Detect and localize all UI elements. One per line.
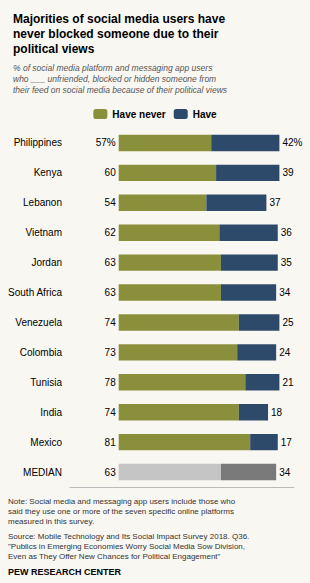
- svg-text:81: 81: [105, 437, 117, 448]
- svg-text:who ___ unfriended, blocked or: who ___ unfriended, blocked or hidden so…: [13, 74, 216, 84]
- svg-text:17: 17: [281, 437, 293, 448]
- svg-text:60: 60: [105, 167, 117, 178]
- svg-text:73: 73: [105, 347, 117, 358]
- svg-text:political views: political views: [13, 42, 95, 56]
- svg-text:Kenya: Kenya: [34, 167, 63, 178]
- svg-text:24: 24: [279, 347, 291, 358]
- svg-text:Venezuela: Venezuela: [15, 317, 62, 328]
- svg-text:Have never: Have never: [112, 109, 165, 120]
- svg-text:37: 37: [269, 197, 281, 208]
- svg-text:Even as They Offer New Chances: Even as They Offer New Chances for Polit…: [8, 552, 221, 561]
- svg-text:Tunisia: Tunisia: [30, 377, 62, 388]
- svg-text:Mexico: Mexico: [30, 437, 62, 448]
- svg-text:said they use one or more of t: said they use one or more of the seven s…: [8, 507, 234, 516]
- svg-text:Majorities of social media use: Majorities of social media users have: [13, 12, 225, 26]
- svg-text:63: 63: [105, 467, 117, 478]
- svg-text:34: 34: [279, 467, 291, 478]
- svg-text:% of social media platform and: % of social media platform and messaging…: [13, 63, 213, 73]
- svg-text:MEDIAN: MEDIAN: [23, 467, 62, 478]
- svg-text:36: 36: [281, 227, 293, 238]
- svg-text:Vietnam: Vietnam: [25, 227, 62, 238]
- svg-text:35: 35: [281, 257, 293, 268]
- svg-text:63: 63: [105, 287, 117, 298]
- svg-text:62: 62: [105, 227, 117, 238]
- svg-text:21: 21: [282, 377, 294, 388]
- svg-text:South Africa: South Africa: [8, 287, 62, 298]
- svg-text:PEW RESEARCH CENTER: PEW RESEARCH CENTER: [8, 567, 122, 577]
- svg-text:39: 39: [282, 167, 294, 178]
- svg-text:"Publics in Emerging Economies: "Publics in Emerging Economies Worry Soc…: [8, 542, 245, 551]
- svg-text:25: 25: [282, 317, 294, 328]
- svg-text:54: 54: [105, 197, 117, 208]
- svg-text:their feed on social media bec: their feed on social media because of th…: [13, 85, 228, 95]
- svg-text:Colombia: Colombia: [20, 347, 63, 358]
- svg-text:Lebanon: Lebanon: [23, 197, 62, 208]
- svg-text:measured in this survey.: measured in this survey.: [8, 517, 94, 526]
- svg-text:57%: 57%: [96, 137, 116, 148]
- svg-text:Jordan: Jordan: [31, 257, 62, 268]
- svg-text:Source: Mobile Technology and: Source: Mobile Technology and Its Social…: [8, 532, 249, 541]
- svg-text:74: 74: [105, 407, 117, 418]
- svg-text:74: 74: [105, 317, 117, 328]
- svg-text:78: 78: [105, 377, 117, 388]
- svg-text:Have: Have: [193, 109, 217, 120]
- svg-text:never blocked someone due to t: never blocked someone due to their: [13, 27, 219, 41]
- svg-text:Philippines: Philippines: [14, 137, 62, 148]
- svg-text:18: 18: [271, 407, 283, 418]
- svg-text:42%: 42%: [282, 137, 302, 148]
- svg-text:34: 34: [279, 287, 291, 298]
- svg-text:India: India: [40, 407, 62, 418]
- svg-text:63: 63: [105, 257, 117, 268]
- svg-text:Note: Social media and messagi: Note: Social media and messaging app use…: [8, 497, 236, 506]
